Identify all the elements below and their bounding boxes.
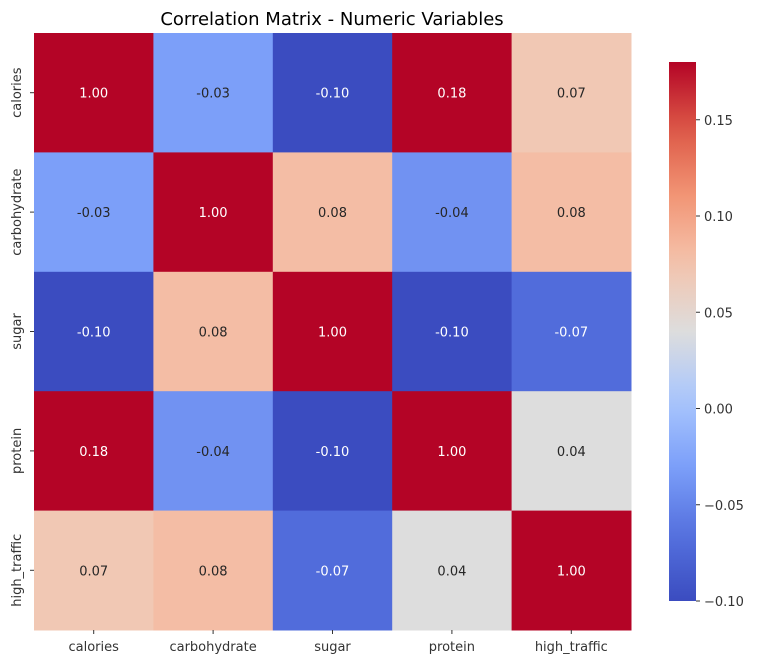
- heatmap-cell: [272, 33, 393, 153]
- cell-annotation: -0.10: [77, 326, 111, 341]
- y-tick-label: high_traffic: [10, 534, 25, 607]
- y-tick-label: carbohydrate: [10, 168, 25, 255]
- heatmap-cell: [153, 33, 274, 153]
- cell-annotation: -0.10: [316, 87, 350, 102]
- chart-title: Correlation Matrix - Numeric Variables: [160, 9, 503, 30]
- x-tick-label: high_traffic: [535, 640, 608, 655]
- heatmap-cell: [392, 152, 513, 273]
- cell-annotation: 0.04: [557, 445, 586, 460]
- cell-annotation: 1.00: [318, 326, 347, 341]
- heatmap-cell: [34, 33, 154, 153]
- cell-annotation: 0.07: [557, 87, 586, 102]
- cell-annotation: 0.18: [79, 445, 108, 460]
- heatmap-cell: [34, 391, 154, 512]
- y-tick-label: sugar: [10, 313, 25, 350]
- cell-annotation: 0.18: [437, 87, 466, 102]
- cell-annotation: 0.07: [79, 564, 108, 579]
- heatmap-cell: [153, 152, 274, 273]
- heatmap-cell: [272, 510, 393, 631]
- heatmap-cell: [272, 391, 393, 512]
- y-tick-label: calories: [10, 67, 25, 118]
- cell-annotation: -0.03: [77, 206, 111, 221]
- cell-annotation: -0.04: [196, 445, 230, 460]
- x-tick-label: protein: [429, 640, 475, 655]
- cell-annotation: -0.04: [435, 206, 469, 221]
- cell-annotation: -0.10: [316, 445, 350, 460]
- cell-annotation: -0.07: [316, 564, 350, 579]
- heatmap-cell: [392, 391, 513, 512]
- colorbar-tick-label: −0.05: [704, 499, 744, 514]
- heatmap-cell: [392, 33, 513, 153]
- cell-annotation: 0.08: [199, 326, 228, 341]
- cell-annotation: 0.04: [437, 564, 466, 579]
- cell-annotation: 1.00: [79, 87, 108, 102]
- heatmap-cell: [511, 391, 632, 512]
- colorbar-tick-label: 0.15: [704, 114, 733, 129]
- heatmap-cell: [272, 271, 393, 392]
- heatmap-cell: [272, 152, 393, 273]
- cell-annotation: 1.00: [557, 564, 586, 579]
- cell-annotation: 0.08: [199, 564, 228, 579]
- cell-annotation: 1.00: [437, 445, 466, 460]
- cell-annotation: -0.07: [554, 326, 588, 341]
- colorbar-tick-label: 0.00: [704, 403, 733, 418]
- heatmap-cell: [34, 271, 154, 392]
- cell-annotation: -0.10: [435, 326, 469, 341]
- heatmap-cell: [153, 391, 274, 512]
- x-tick-label: calories: [68, 640, 119, 655]
- heatmap-cell: [392, 510, 513, 631]
- heatmap-cell: [153, 510, 274, 631]
- heatmap-cell: [511, 152, 632, 273]
- x-tick-label: sugar: [314, 640, 351, 655]
- heatmap-cell: [392, 271, 513, 392]
- heatmap-cell: [153, 271, 274, 392]
- heatmap-cell: [511, 271, 632, 392]
- cell-annotation: 1.00: [199, 206, 228, 221]
- cell-annotation: 0.08: [557, 206, 586, 221]
- heatmap-cell: [34, 152, 154, 273]
- heatmap-cell: [511, 510, 632, 631]
- y-tick-label: protein: [10, 428, 25, 474]
- heatmap-cell: [34, 510, 154, 631]
- colorbar-tick-label: 0.05: [704, 306, 733, 321]
- colorbar: [669, 62, 696, 601]
- colorbar-tick-label: −0.10: [704, 595, 744, 610]
- cell-annotation: -0.03: [196, 87, 230, 102]
- cell-annotation: 0.08: [318, 206, 347, 221]
- x-tick-label: carbohydrate: [169, 640, 256, 655]
- colorbar-tick-label: 0.10: [704, 210, 733, 225]
- heatmap-cell: [511, 33, 632, 153]
